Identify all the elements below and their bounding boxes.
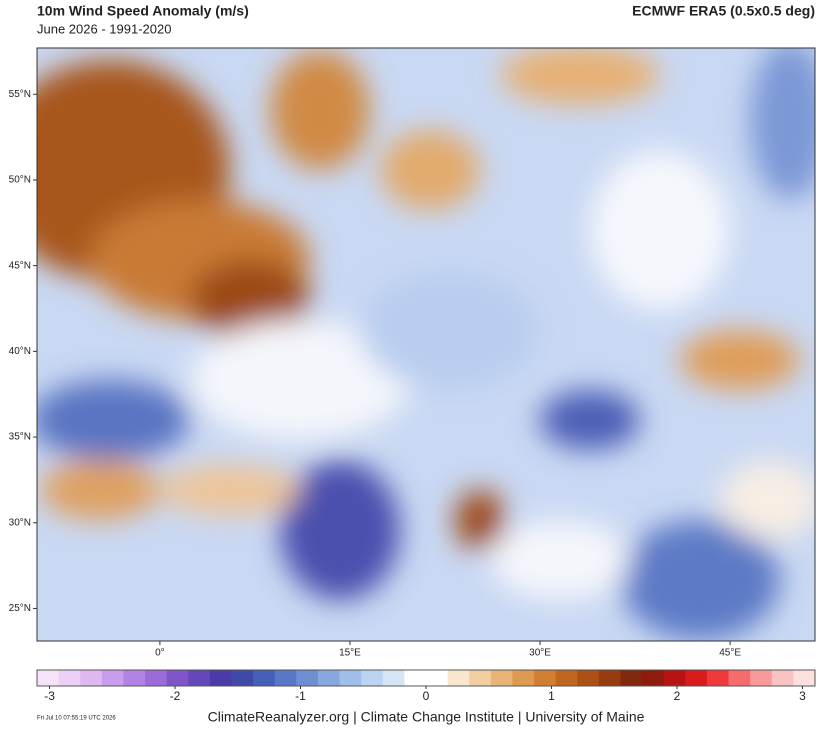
colorbar-cell <box>469 670 492 686</box>
colorbar-cell <box>361 670 384 686</box>
colorbar-cell <box>620 670 643 686</box>
colorbar-cell <box>382 670 405 686</box>
colorbar-cell <box>123 670 146 686</box>
lat-label: 55°N <box>9 89 31 100</box>
map-frame <box>36 47 816 642</box>
colorbar-cell <box>37 670 60 686</box>
source: ECMWF ERA5 (0.5x0.5 deg) <box>632 3 815 19</box>
colorbar-cell <box>253 670 276 686</box>
colorbar-cell <box>490 670 513 686</box>
colorbar-label: -2 <box>170 689 181 703</box>
colorbar-cell <box>166 670 189 686</box>
title: 10m Wind Speed Anomaly (m/s) <box>37 3 249 19</box>
colorbar-cell <box>317 670 341 686</box>
colorbar-cell <box>209 670 232 686</box>
colorbar-cell <box>274 670 297 686</box>
colorbar-cell <box>426 670 449 686</box>
colorbar-cell <box>706 670 730 686</box>
colorbar-cell <box>750 670 773 686</box>
lat-label: 30°N <box>9 517 31 528</box>
lat-label: 40°N <box>9 346 31 357</box>
colorbar-cell <box>80 670 103 686</box>
colorbar-cell <box>447 670 470 686</box>
colorbar-cell <box>58 670 81 686</box>
timestamp: Fri Jul 10 07:55:19 UTC 2026 <box>37 716 116 722</box>
colorbar-cell <box>642 670 665 686</box>
colorbar-cell <box>512 670 535 686</box>
colorbar-cell <box>339 670 362 686</box>
colorbar-cell <box>404 670 427 686</box>
map-field <box>37 48 815 641</box>
subtitle: June 2026 - 1991-2020 <box>37 21 171 36</box>
lon-label: 0° <box>155 648 165 659</box>
colorbar-label: -3 <box>44 689 55 703</box>
lat-label: 45°N <box>9 260 31 271</box>
colorbar-cell <box>598 670 621 686</box>
colorbar-cell <box>145 670 168 686</box>
colorbar-cell <box>685 670 708 686</box>
colorbar-cell <box>663 670 686 686</box>
colorbar-cell <box>771 670 794 686</box>
colorbar-label: -1 <box>295 689 306 703</box>
colorbar-cell <box>101 670 124 686</box>
lon-label: 15°E <box>339 648 361 659</box>
lat-label: 25°N <box>9 603 31 614</box>
colorbar-label: 2 <box>674 689 681 703</box>
footer-credit: ClimateReanalyzer.org | Climate Change I… <box>208 709 645 725</box>
colorbar-cell <box>555 670 578 686</box>
colorbar-cell <box>231 670 254 686</box>
lat-label: 50°N <box>9 175 31 186</box>
colorbar-cell <box>296 670 319 686</box>
lon-label: 45°E <box>719 648 741 659</box>
colorbar-label: 0 <box>423 689 430 703</box>
colorbar-cell <box>728 670 751 686</box>
colorbar-cell <box>577 670 600 686</box>
colorbar-cell <box>534 670 557 686</box>
lat-label: 35°N <box>9 432 31 443</box>
colorbar-cell <box>793 670 816 686</box>
colorbar-label: 3 <box>799 689 806 703</box>
colorbar-cell <box>188 670 211 686</box>
lon-label: 30°E <box>529 648 551 659</box>
colorbar-label: 1 <box>548 689 555 703</box>
